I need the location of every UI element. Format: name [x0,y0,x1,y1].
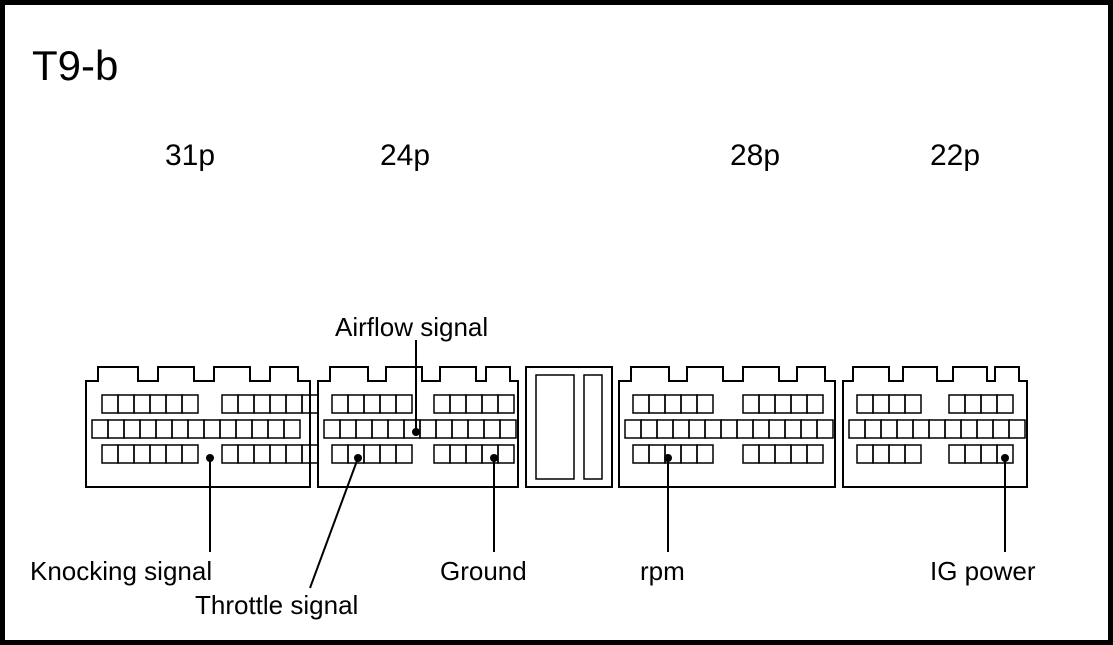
label-ground: Ground [440,556,527,586]
label-airflow: Airflow signal [335,312,488,342]
connector-header-c31: 31p [165,139,215,172]
pin-dot-ground [490,454,498,462]
pin-dot-rpm [664,454,672,462]
diagram-title: T9-b [32,42,118,89]
connector-header-c22: 22p [930,139,980,172]
label-igpower: IG power [930,556,1036,586]
pin-dot-knocking [206,454,214,462]
label-knocking: Knocking signal [30,556,212,586]
connector-header-c24: 24p [380,139,430,172]
label-rpm: rpm [640,556,685,586]
pin-dot-throttle [354,454,362,462]
outer-border [3,3,1111,643]
label-throttle: Throttle signal [195,590,358,620]
pin-dot-igpower [1001,454,1009,462]
pin-dot-airflow [412,428,420,436]
connector-header-c28: 28p [730,139,780,172]
pinout-diagram: T9-b 31p 24p 28p 22p Airflow signal Knocking s… [0,0,1113,645]
